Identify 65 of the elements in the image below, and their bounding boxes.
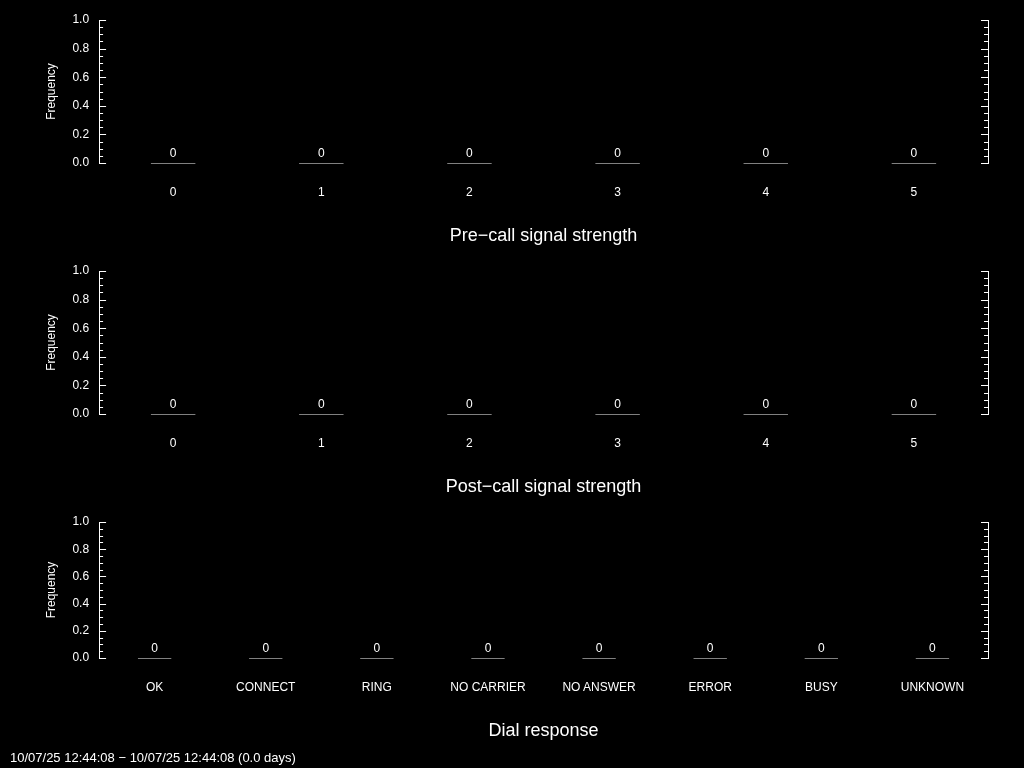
x-tick-label: RING [361,679,392,694]
x-tick-label: CONNECT [236,679,297,694]
x-tick-label: OK [145,679,164,694]
y-tick-label: 0.6 [72,568,90,583]
y-tick-label: 1.0 [72,12,90,27]
data-label: 0 [317,397,325,412]
y-tick-label: 0.8 [72,541,90,556]
x-tick-label: 3 [614,435,622,450]
y-tick-label: 0.8 [72,291,90,306]
data-label: 0 [484,641,492,656]
data-label: 0 [262,641,270,656]
data-label: 0 [317,146,325,161]
x-tick-label: 5 [910,184,918,199]
data-label: 0 [910,397,918,412]
x-tick-label: 1 [317,435,325,450]
y-tick-label: 0.4 [72,595,90,610]
y-tick-label: 0.2 [72,126,90,141]
x-tick-label: ERROR [688,679,733,694]
x-tick-label: 4 [762,184,770,199]
data-label: 0 [706,641,714,656]
x-tick-label: BUSY [804,679,838,694]
x-tick-label: UNKNOWN [900,679,965,694]
y-tick-label: 0.4 [72,349,90,364]
data-label: 0 [151,641,159,656]
y-tick-label: 0.2 [72,377,90,392]
data-label: 0 [466,397,474,412]
y-tick-label: 0.0 [72,650,90,665]
y-tick-label: 1.0 [72,514,90,529]
y-tick-label: 0.0 [72,406,90,421]
y-tick-label: 0.2 [72,623,90,638]
data-label: 0 [614,397,622,412]
y-tick-label: 1.0 [72,263,90,278]
x-axis-title: Post−call signal strength [445,476,642,497]
x-tick-label: 4 [762,435,770,450]
data-label: 0 [466,146,474,161]
x-tick-label: 5 [910,435,918,450]
x-axis-title: Dial response [488,720,599,741]
x-tick-label: NO CARRIER [450,679,526,694]
y-tick-label: 0.4 [72,98,90,113]
data-label: 0 [595,641,603,656]
x-tick-label: 2 [466,184,474,199]
y-axis-title: Frequency [43,561,58,619]
y-axis-title: Frequency [43,314,58,371]
x-tick-label: NO ANSWER [562,679,637,694]
x-tick-label: 0 [169,435,177,450]
y-tick-label: 0.6 [72,69,90,84]
data-label: 0 [762,397,770,412]
text: 10/07/25 12:44:08 − 10/07/25 12:44:08 (0.0 days) [9,749,297,765]
data-label: 0 [169,397,177,412]
x-tick-label: 2 [466,435,474,450]
data-label: 0 [169,146,177,161]
data-label: 0 [929,641,937,656]
x-tick-label: 1 [317,184,325,199]
x-axis-title: Pre−call signal strength [449,225,638,246]
data-label: 0 [817,641,825,656]
x-tick-label: 0 [169,184,177,199]
data-label: 0 [614,146,622,161]
data-label: 0 [373,641,381,656]
data-label: 0 [910,146,918,161]
y-tick-label: 0.0 [72,155,90,170]
y-axis-title: Frequency [43,63,58,120]
y-tick-label: 0.6 [72,320,90,335]
y-tick-label: 0.8 [72,40,90,55]
data-label: 0 [762,146,770,161]
x-tick-label: 3 [614,184,622,199]
